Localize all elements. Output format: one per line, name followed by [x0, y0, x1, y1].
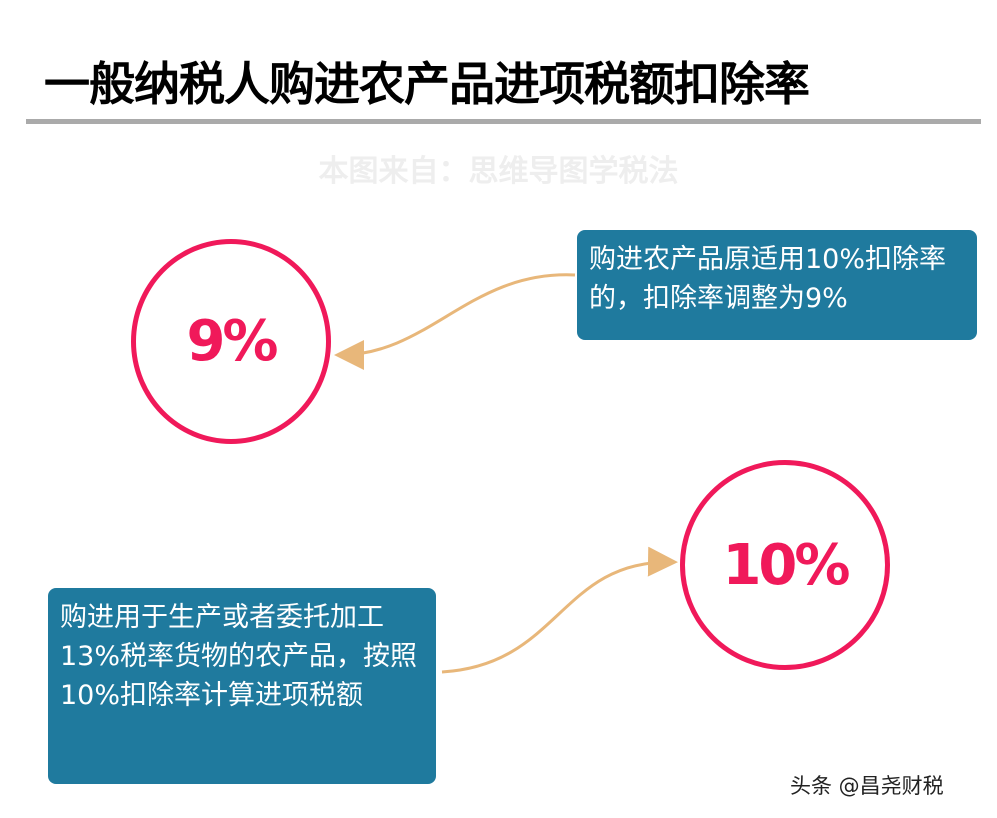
- watermark: 本图来自：思维导图学税法: [318, 154, 679, 189]
- note-box-9: 购进农产品原适用10%扣除率的，扣除率调整为9%: [577, 230, 977, 340]
- credit-text: 头条 @昌尧财税: [790, 774, 944, 798]
- note-box-10: 购进用于生产或者委托加工13%税率货物的农产品，按照10%扣除率计算进项税额: [48, 588, 436, 784]
- page-title: 一般纳税人购进农产品进项税额扣除率: [44, 57, 810, 111]
- divider: [26, 119, 981, 124]
- arrow-to-9: [334, 273, 576, 370]
- rate-circle-10: 10%: [680, 460, 890, 670]
- rate-circle-9: 9%: [131, 239, 331, 444]
- arrow-to-10: [441, 546, 678, 674]
